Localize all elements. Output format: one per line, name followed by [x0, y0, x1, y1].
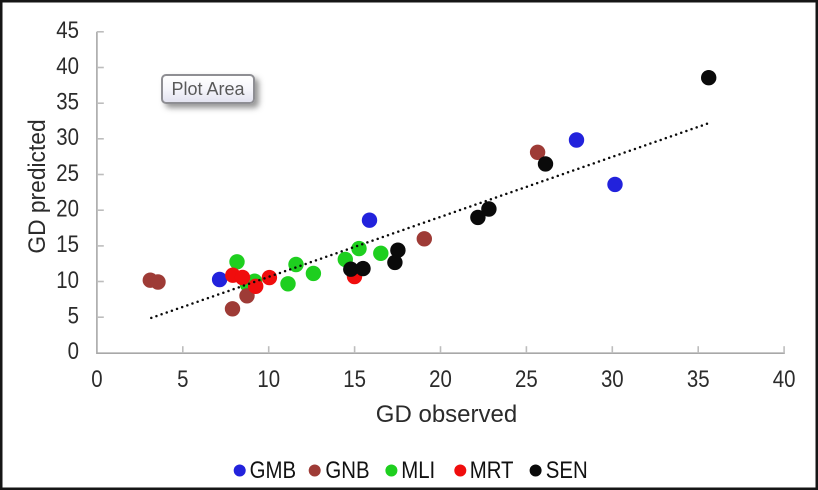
- svg-text:35: 35: [56, 88, 79, 115]
- svg-text:15: 15: [343, 365, 366, 392]
- svg-text:GNB: GNB: [325, 456, 369, 483]
- svg-text:5: 5: [68, 302, 79, 329]
- svg-text:0: 0: [91, 365, 102, 392]
- svg-text:GD predicted: GD predicted: [23, 119, 50, 253]
- svg-text:25: 25: [515, 365, 538, 392]
- svg-text:SEN: SEN: [546, 456, 588, 483]
- svg-text:MLI: MLI: [401, 456, 435, 483]
- svg-text:10: 10: [56, 266, 79, 293]
- svg-text:30: 30: [601, 365, 624, 392]
- svg-text:5: 5: [177, 365, 188, 392]
- svg-text:35: 35: [687, 365, 710, 392]
- svg-text:25: 25: [56, 159, 79, 186]
- svg-text:20: 20: [56, 195, 79, 222]
- svg-text:GD observed: GD observed: [376, 401, 517, 428]
- svg-text:45: 45: [56, 17, 79, 44]
- svg-text:20: 20: [429, 365, 452, 392]
- svg-text:10: 10: [257, 365, 280, 392]
- svg-text:30: 30: [56, 124, 79, 151]
- svg-text:GMB: GMB: [250, 456, 296, 483]
- svg-text:15: 15: [56, 231, 79, 258]
- svg-text:0: 0: [68, 338, 79, 365]
- svg-text:40: 40: [56, 52, 79, 79]
- svg-text:40: 40: [773, 365, 796, 392]
- svg-text:MRT: MRT: [470, 456, 514, 483]
